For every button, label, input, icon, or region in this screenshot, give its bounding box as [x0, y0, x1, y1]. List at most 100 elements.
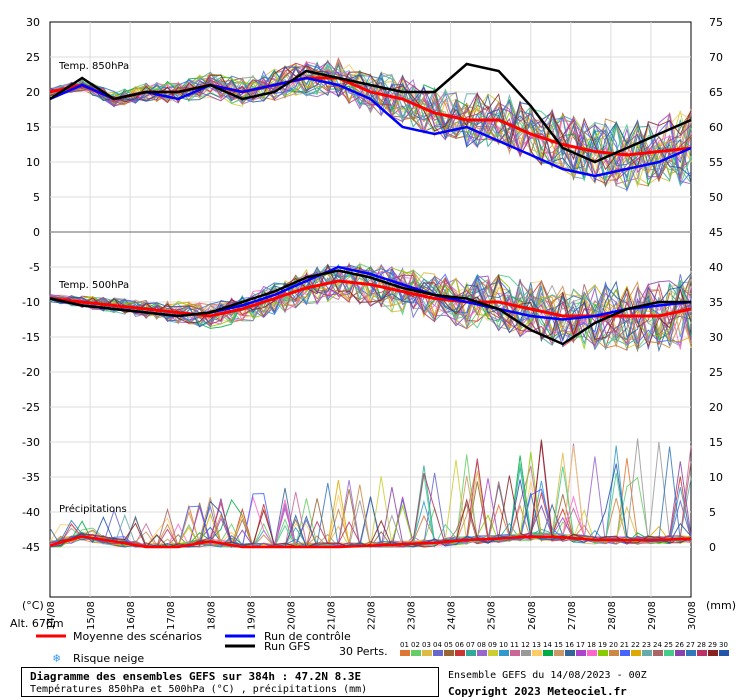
x-axis: 14/08 15/08 16/08 17/08 18/08 19/08 20/08 21/08… [46, 601, 698, 630]
pert-legend-swatch [598, 650, 608, 656]
x-tick-label: 23/08 [407, 601, 418, 630]
pert-legend-number: 10 [499, 641, 508, 649]
legend-gfs-label: Run GFS [264, 640, 310, 653]
pert-legend-swatch [631, 650, 641, 656]
pert-legend-swatch [422, 650, 432, 656]
left-tick-label: -25 [22, 401, 40, 414]
legend-snow-label: Risque neige [73, 652, 144, 665]
pert-legend-swatch [543, 650, 553, 656]
pert-legend-number: 17 [576, 641, 585, 649]
left-tick-label: 20 [26, 86, 40, 99]
pert-legend-swatch [466, 650, 476, 656]
pert-legend-number: 09 [488, 641, 497, 649]
pert-legend-number: 13 [532, 641, 541, 649]
pert-legend-number: 27 [686, 641, 695, 649]
right-tick-label: 75 [709, 16, 723, 29]
panel-label-850: Temp. 850hPa [58, 61, 129, 72]
pert-legend-swatch [444, 650, 454, 656]
pert-legend-swatch [411, 650, 421, 656]
right-tick-label: 15 [709, 436, 723, 449]
left-tick-label: -30 [22, 436, 40, 449]
legend-perts-label: 30 Perts. [339, 645, 388, 658]
right-tick-label: 10 [709, 471, 723, 484]
pert-legend-number: 05 [444, 641, 453, 649]
series-line [49, 62, 692, 164]
pert-legend-number: 08 [477, 641, 486, 649]
perturbation-line [49, 71, 692, 181]
x-tick-label: 30/08 [687, 601, 698, 630]
series-line [49, 76, 692, 178]
left-tick-label: 0 [33, 226, 40, 239]
left-axis: 30 25 20 15 10 5 0 -5 -10 -15 -20 -25 -30 -35 -40 -45 [22, 16, 40, 554]
pert-legend-swatch [697, 650, 707, 656]
main-series [49, 62, 692, 549]
copyright: Copyright 2023 Meteociel.fr [448, 685, 627, 698]
pert-legend-number: 19 [598, 641, 607, 649]
title-box: Diagramme des ensembles GEFS sur 384h : … [21, 667, 439, 697]
pert-legend-swatch [477, 650, 487, 656]
legend-mean-label: Moyenne des scénarios [73, 630, 202, 643]
left-tick-label: -35 [22, 471, 40, 484]
left-tick-label: 15 [26, 121, 40, 134]
left-tick-label: -5 [29, 261, 40, 274]
pert-legend-swatch [433, 650, 443, 656]
pert-legend-number: 15 [554, 641, 563, 649]
altitude-label: Alt. 676m [10, 617, 64, 630]
pert-legend-number: 01 [400, 641, 409, 649]
right-tick-label: 65 [709, 86, 723, 99]
right-tick-label: 20 [709, 401, 723, 414]
perturbation-legend: 01 02 03 04 05 06 07 08 09 10 11 12 13 14 15 16 17 18 19 20… [400, 641, 729, 656]
left-tick-label: -15 [22, 331, 40, 344]
pert-legend-swatch [620, 650, 630, 656]
perturbation-line [49, 265, 692, 344]
left-tick-label: 5 [33, 191, 40, 204]
pert-legend-number: 25 [664, 641, 673, 649]
x-tick-label: 24/08 [447, 601, 458, 630]
x-tick-label: 19/08 [246, 601, 257, 630]
pert-legend-swatch [576, 650, 586, 656]
pert-legend-swatch [565, 650, 575, 656]
pert-legend-number: 04 [433, 641, 442, 649]
pert-legend-swatch [587, 650, 597, 656]
pert-legend-swatch [642, 650, 652, 656]
pert-legend-number: 12 [521, 641, 530, 649]
pert-legend-swatch [400, 650, 410, 656]
series-line [49, 269, 691, 346]
right-tick-label: 45 [709, 226, 723, 239]
pert-legend-number: 02 [411, 641, 420, 649]
right-axis-unit: (mm) [706, 599, 736, 612]
right-tick-label: 60 [709, 121, 723, 134]
pert-legend-swatch [455, 650, 465, 656]
pert-legend-number: 18 [587, 641, 596, 649]
pert-legend-number: 11 [510, 641, 519, 649]
legend: Moyenne des scénarios Run de contrôle Ru… [36, 630, 388, 665]
left-tick-label: -40 [22, 506, 40, 519]
pert-legend-number: 20 [609, 641, 618, 649]
pert-legend-swatch [653, 650, 663, 656]
pert-legend-swatch [609, 650, 619, 656]
x-tick-label: 22/08 [367, 601, 378, 630]
legend-control-label: Run de contrôle [264, 630, 351, 643]
left-tick-label: 30 [26, 16, 40, 29]
pert-legend-swatch [521, 650, 531, 656]
right-tick-label: 25 [709, 366, 723, 379]
perturbation-line [49, 64, 692, 170]
left-tick-label: 10 [26, 156, 40, 169]
right-tick-label: 70 [709, 51, 723, 64]
snowflake-icon: ❄ [53, 651, 60, 665]
perturbation-line [49, 266, 692, 345]
pert-legend-swatch [499, 650, 509, 656]
right-tick-label: 0 [709, 541, 716, 554]
chart-title: Diagramme des ensembles GEFS sur 384h : … [30, 670, 362, 683]
pert-legend-number: 29 [708, 641, 717, 649]
chart-subtitle: Températures 850hPa et 500hPa (°C) , pré… [30, 684, 368, 695]
x-tick-label: 17/08 [166, 601, 177, 630]
pert-legend-number: 03 [422, 641, 431, 649]
pert-legend-number: 14 [543, 641, 552, 649]
x-tick-label: 21/08 [326, 601, 337, 630]
x-tick-label: 18/08 [206, 601, 217, 630]
x-tick-label: 25/08 [487, 601, 498, 630]
pert-legend-swatch [488, 650, 498, 656]
pert-legend-number: 21 [620, 641, 629, 649]
